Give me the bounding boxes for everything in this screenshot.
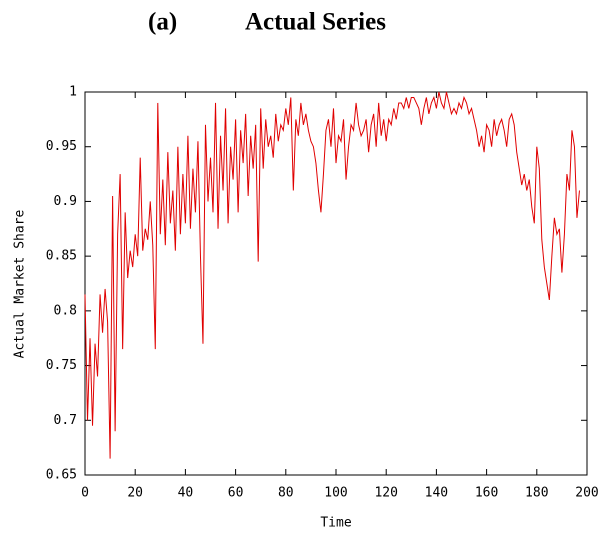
- x-tick-label: 0: [81, 486, 89, 501]
- x-tick-label: 40: [178, 486, 194, 501]
- plot-frame: [84, 91, 588, 476]
- x-tick-label: 120: [374, 486, 397, 501]
- x-tick-label: 200: [575, 486, 598, 501]
- x-tick-label: 20: [127, 486, 143, 501]
- x-tick-label: 180: [525, 486, 548, 501]
- x-tick-label: 140: [425, 486, 448, 501]
- y-tick-label: 0.9: [54, 194, 77, 209]
- x-tick-label: 160: [475, 486, 498, 501]
- chart-title: Actual Series: [245, 9, 386, 36]
- y-axis-label: Actual Market Share: [13, 209, 28, 358]
- y-tick-label: 0.8: [54, 303, 77, 318]
- y-tick-label: 0.75: [46, 358, 77, 373]
- x-tick-label: 100: [324, 486, 347, 501]
- y-tick-label: 0.7: [54, 413, 77, 428]
- y-tick-label: 1: [69, 85, 77, 100]
- data-line: [84, 91, 580, 459]
- y-tick-label: 0.95: [46, 139, 77, 154]
- x-axis-label: Time: [320, 516, 351, 531]
- chart-title-label: (a): [148, 9, 177, 36]
- y-tick-label: 0.65: [46, 468, 77, 483]
- x-tick-label: 80: [278, 486, 294, 501]
- y-tick-label: 0.85: [46, 249, 77, 264]
- x-tick-label: 60: [228, 486, 244, 501]
